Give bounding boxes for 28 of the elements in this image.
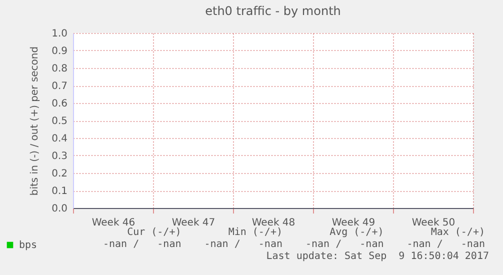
y-tick-label: 0.6 xyxy=(52,98,68,110)
y-tick-label: 0.5 xyxy=(52,116,68,127)
text: Avg (-/+) xyxy=(328,227,384,239)
text: -nan / -nan xyxy=(102,239,182,251)
x-tick-label: Week 50 xyxy=(412,218,456,228)
y-tick-label: 0.0 xyxy=(52,204,68,214)
y-tick-label: 0.1 xyxy=(52,186,68,197)
y-tick-label: 0.8 xyxy=(52,64,68,74)
x-tick-label: Week 49 xyxy=(332,218,376,228)
x-tick-label: Week 46 xyxy=(92,218,136,228)
y-tick-label: 0.2 xyxy=(52,168,68,180)
y-tick-label: 0.9 xyxy=(52,46,68,57)
text: Last update: Sat Sep 9 16:50:04 2017 xyxy=(265,251,489,263)
x-tick-label: Week 48 xyxy=(252,218,296,228)
text: -nan / -nan xyxy=(406,239,485,251)
x-tick-label: Week 47 xyxy=(172,218,216,228)
y-tick-label: 0.3 xyxy=(52,151,68,162)
y-tick-label: 0.4 xyxy=(52,134,68,144)
chart-title: eth0 traffic - by month xyxy=(205,4,341,18)
y-axis-title: bits in (-) / out (+) per second xyxy=(30,46,41,196)
text: -nan / -nan xyxy=(304,239,384,251)
legend-label: bps xyxy=(19,240,38,251)
text: Min (-/+) xyxy=(227,227,282,239)
text: Max (-/+) xyxy=(430,227,485,239)
text: -nan / -nan xyxy=(203,239,282,251)
text: Cur (-/+) xyxy=(126,227,182,239)
y-tick-label: 0.7 xyxy=(52,81,68,92)
y-tick-label: 1.0 xyxy=(52,28,68,40)
